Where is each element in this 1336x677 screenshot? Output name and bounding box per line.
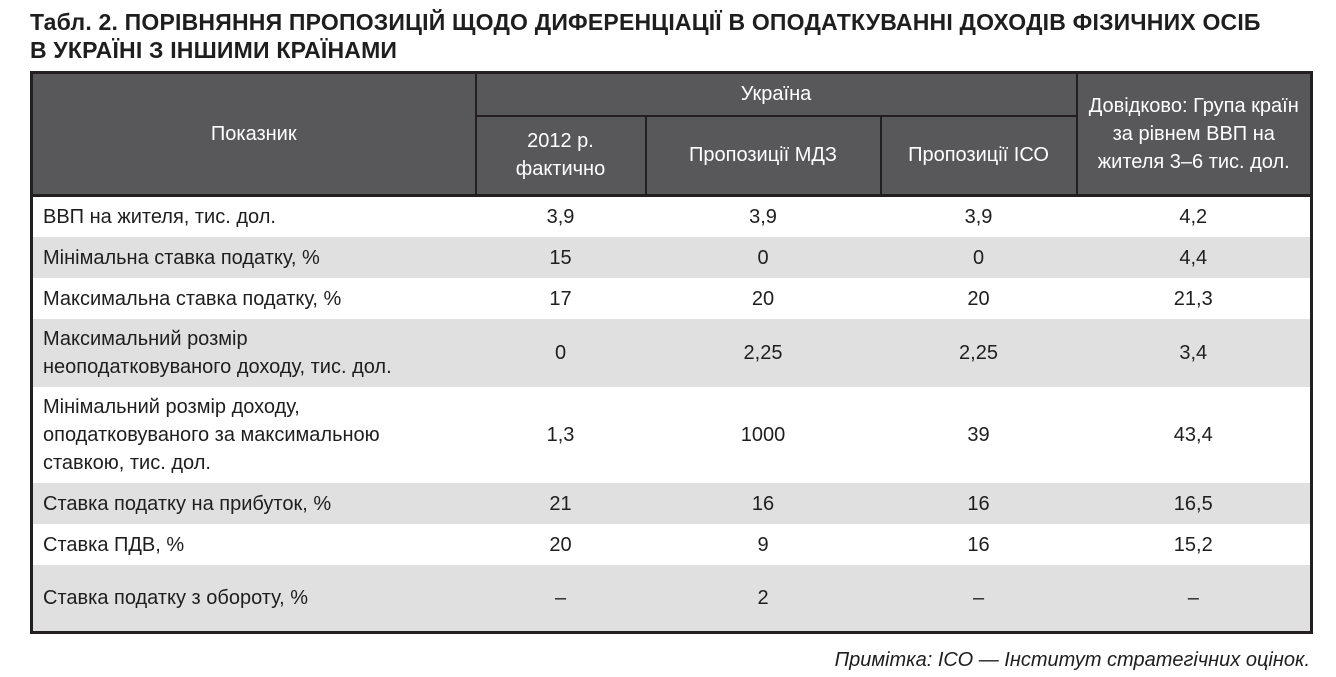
cell-value: – xyxy=(1187,586,1199,609)
cell-value: 20 xyxy=(751,287,775,310)
cell-value: 21,3 xyxy=(1173,287,1213,310)
table-row: ВВП на жителя, тис. дол. 3,9 3,9 3,9 4,2 xyxy=(31,195,1312,237)
cell-value: 2 xyxy=(757,586,769,609)
row-label: Максимальний розмір неоподатковуваного д… xyxy=(43,328,392,378)
table-row: Максимальний розмір неоподатковуваного д… xyxy=(31,319,1312,387)
row-label: ВВП на жителя, тис. дол. xyxy=(43,206,276,228)
cell-value: 39 xyxy=(967,424,990,446)
comparison-table: Показник Україна Довідково: Група країн … xyxy=(30,71,1313,634)
header-cell-2012-actual: 2012 р. фактично xyxy=(474,114,647,197)
header-cell-indicator: Показник xyxy=(30,71,477,197)
header-row-group: Показник Україна Довідково: Група країн … xyxy=(30,71,1313,197)
cell-value: 15,2 xyxy=(1173,533,1213,556)
table-footnote: Примітка: ІСО — Інститут стратегічних оц… xyxy=(834,648,1310,671)
cell-value: 16 xyxy=(751,492,775,515)
cell-value: 3,9 xyxy=(546,206,575,228)
cell-value: 2,25 xyxy=(743,342,783,364)
row-label: Ставка ПДВ, % xyxy=(43,533,185,556)
cell-value: 15 xyxy=(549,246,572,269)
table-row: Ставка ПДВ, % 20 9 16 15,2 xyxy=(31,524,1312,565)
row-label: Ставка податку з обороту, % xyxy=(43,586,309,609)
table-body: ВВП на жителя, тис. дол. 3,9 3,9 3,9 4,2… xyxy=(31,195,1312,632)
table-row: Мінімальний розмір доходу, оподатковуван… xyxy=(31,387,1312,483)
table-header: Показник Україна Довідково: Група країн … xyxy=(30,71,1313,197)
table-caption: Табл. 2. ПОРІВНЯННЯ ПРОПОЗИЦІЙ ЩОДО ДИФЕ… xyxy=(30,8,1310,64)
cell-value: 3,9 xyxy=(749,206,777,228)
cell-value: 3,4 xyxy=(1179,342,1208,364)
cell-value: 4,2 xyxy=(1179,206,1208,228)
cell-value: 2,25 xyxy=(959,342,998,364)
row-label: Мінімальний розмір доходу, оподатковуван… xyxy=(43,396,380,474)
cell-value: 0 xyxy=(757,246,769,269)
cell-value: 20 xyxy=(967,287,990,310)
cell-value: 3,9 xyxy=(964,206,993,228)
row-label: Мінімальна ставка податку, % xyxy=(43,246,320,269)
cell-value: 4,4 xyxy=(1179,246,1208,269)
cell-value: 16,5 xyxy=(1173,492,1213,515)
header-cell-ukraine-group: Україна xyxy=(474,71,1078,117)
row-label: Ставка податку на прибуток, % xyxy=(43,492,332,515)
table-row: Ставка податку на прибуток, % 21 16 16 1… xyxy=(31,483,1312,524)
cell-value: 1000 xyxy=(740,424,786,446)
header-row-sub: 2012 р. фактично Пропозиції МДЗ Пропозиц… xyxy=(32,114,1312,197)
table-caption-line2: В УКРАЇНІ З ІНШИМИ КРАЇНАМИ xyxy=(30,37,398,63)
cell-value: 0 xyxy=(554,342,567,364)
cell-value: 0 xyxy=(972,246,985,269)
cell-value: 21 xyxy=(549,492,572,515)
table-row: Ставка податку з обороту, % – 2 – – xyxy=(31,565,1312,632)
header-cell-proposals-mdz: Пропозиції МДЗ xyxy=(644,114,882,197)
cell-value: – xyxy=(972,586,985,609)
cell-value: 17 xyxy=(549,287,572,310)
row-label: Максимальна ставка податку, % xyxy=(43,287,342,310)
cell-value: 1,3 xyxy=(546,424,575,446)
cell-value: 9 xyxy=(757,533,769,556)
table-row: Максимальна ставка податку, % 17 20 20 2… xyxy=(31,278,1312,319)
header-cell-reference: Довідково: Група країн за рівнем ВВП на … xyxy=(1075,71,1313,197)
cell-value: 16 xyxy=(967,492,990,515)
table-caption-line1: Табл. 2. ПОРІВНЯННЯ ПРОПОЗИЦІЙ ЩОДО ДИФЕ… xyxy=(30,9,1261,35)
table-row: Мінімальна ставка податку, % 15 0 0 4,4 xyxy=(31,237,1312,278)
cell-value: – xyxy=(554,586,567,609)
cell-value: 16 xyxy=(967,533,990,556)
cell-value: 20 xyxy=(549,533,572,556)
header-cell-proposals-iso: Пропозиції ІСО xyxy=(879,114,1078,197)
cell-value: 43,4 xyxy=(1173,424,1213,446)
